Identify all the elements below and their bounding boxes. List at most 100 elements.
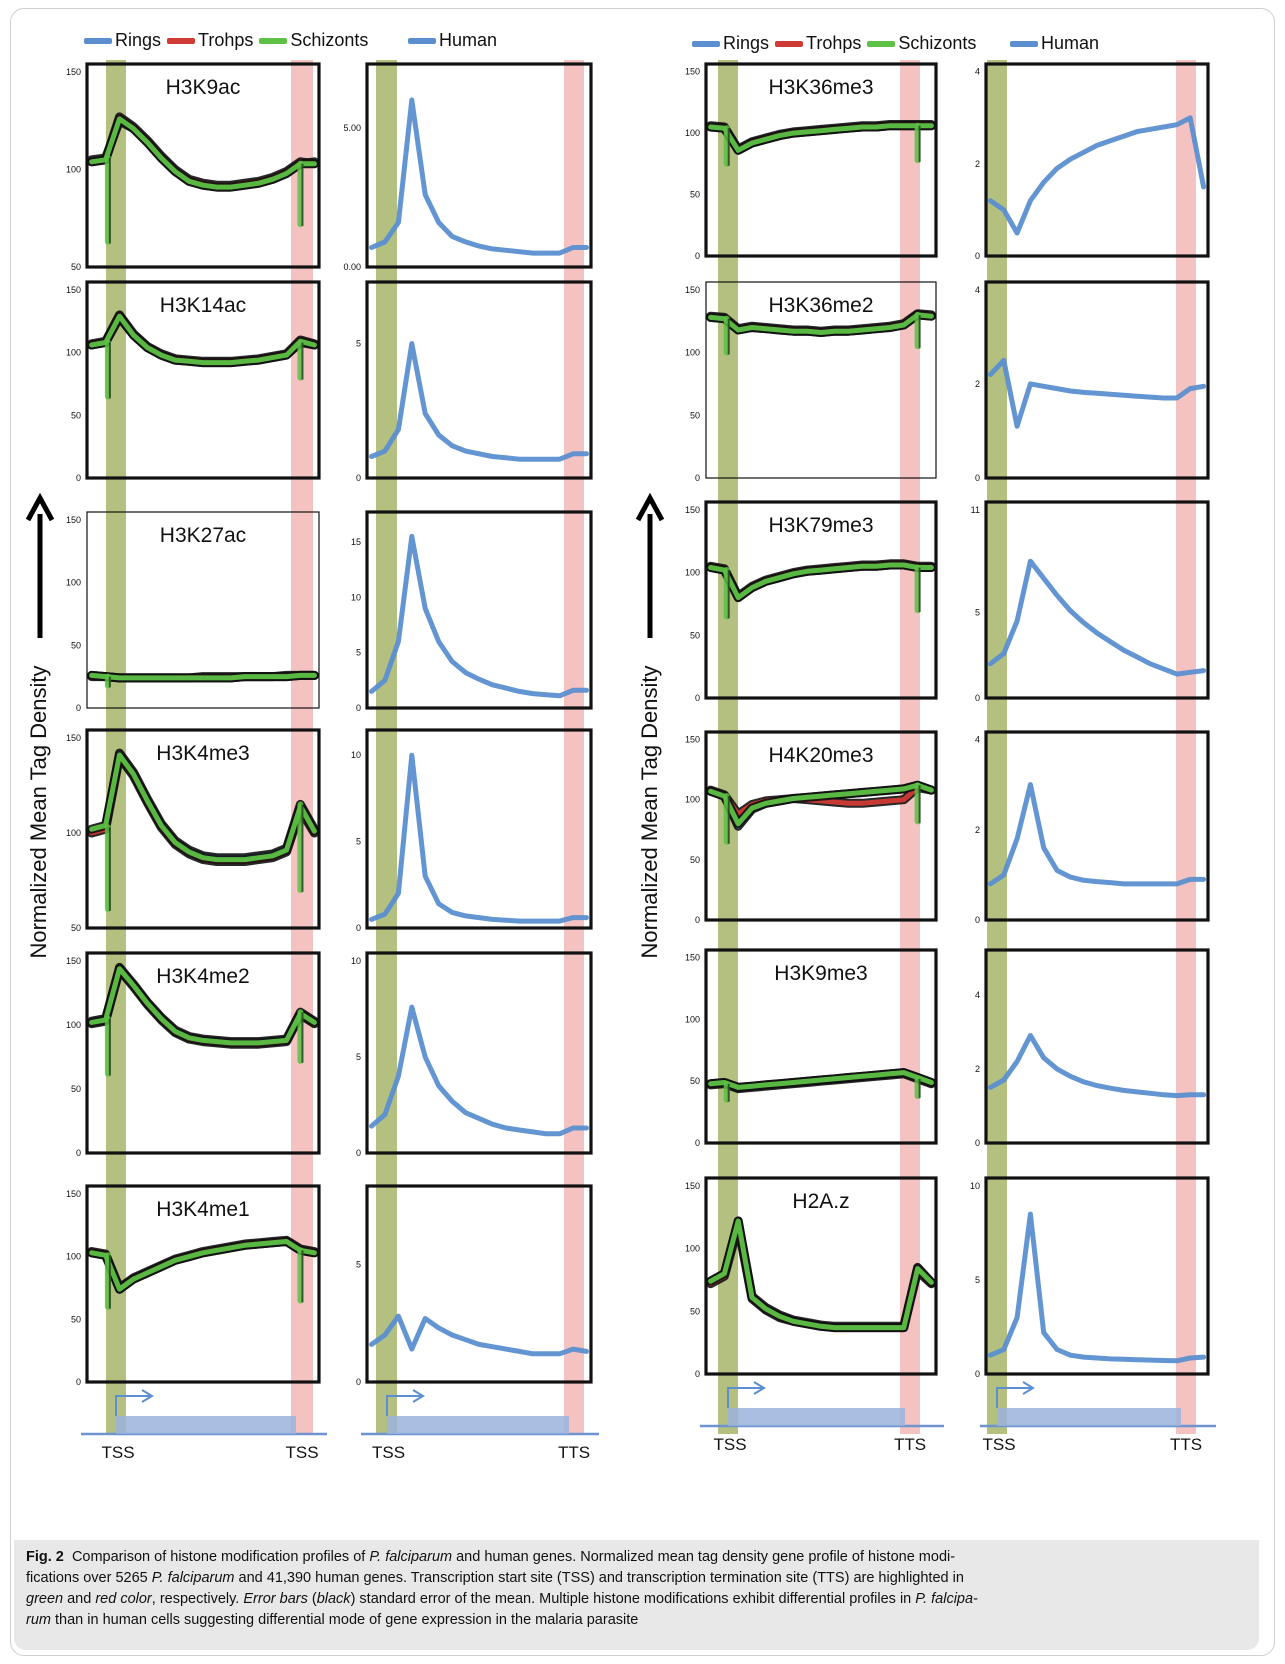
caption-label: Fig. 2 [26,1549,64,1565]
panel-frame [704,500,938,700]
y-tick-label: 0 [356,1148,361,1158]
y-tick-label: 0.00 [343,262,361,272]
y-tick-label: 150 [685,285,700,295]
figure-frame [10,8,1275,1656]
y-tick-label: 100 [685,128,700,138]
rings-swatch [692,40,720,47]
y-axis-arrowhead [635,492,665,522]
chart-panel: 0 5 10 [351,728,593,933]
series-line [987,1033,1207,1099]
chart-panel: 0 50 100 150 H3K27ac [66,511,320,713]
panel-title: H3K9me3 [774,962,867,985]
y-tick-label: 10 [351,956,361,966]
caption-text: and 41,390 human genes. Transcription st… [234,1570,964,1586]
legend-left-human: Human [408,30,503,51]
y-tick-label: 0 [695,473,700,483]
y-tick-label: 0 [76,703,81,713]
tss-highlight-band [106,60,126,1434]
panel-title: H3K14ac [160,294,246,317]
tts-highlight-band [1176,60,1196,1434]
chart-panel: 0 50 100 150 H3K79me3 [685,500,938,703]
y-tick-label: 100 [66,1252,81,1262]
y-tick-label: 2 [975,379,980,389]
tss-label: TSS [713,1435,746,1454]
tts-label: TTS [894,1435,926,1454]
human-swatch [1010,40,1038,47]
y-tick-label: 5 [975,607,980,617]
panel-title: H4K20me3 [768,744,873,767]
transcription-arrowhead [753,1381,766,1395]
y-tick-label: 0 [695,251,700,261]
y-axis-title: Normalized Mean Tag Density [637,665,662,958]
panel-frame [365,951,593,1155]
legend-rings: Rings [115,30,162,50]
chart-panel: 0 50 100 150 H3K36me3 [685,62,938,261]
y-tick-label: 0 [975,915,980,925]
chart-panel: 50 100 150 H3K4me3 [66,728,321,933]
tss-label: TSS [372,1443,405,1462]
schizonts-swatch [867,40,896,47]
panel-frame [85,951,321,1155]
panel-frame [705,281,937,479]
chart-panel: 0 2 4 [975,62,1210,261]
y-tick-label: 150 [685,953,700,963]
y-tick-label: 50 [71,923,81,933]
series-line [89,313,317,366]
chart-panel: 05 [356,280,593,483]
y-tick-label: 100 [66,1020,81,1030]
series-line [708,782,934,827]
y-tick-label: 50 [690,855,700,865]
gene-body [728,1408,905,1426]
transcription-arrow [115,1395,150,1416]
legend-right: Rings Trohps Schizonts [692,33,982,54]
y-tick-label: 50 [71,1084,81,1094]
caption-species: P. falcipa- [915,1591,978,1607]
tts-label: TTS [1170,1435,1202,1454]
caption-text: than in human cells suggesting different… [50,1612,639,1628]
panel-frame [984,500,1210,700]
legend-trophs: Trohps [806,33,862,53]
caption-text: ( [307,1591,317,1607]
schizonts-swatch [259,37,288,44]
y-tick-label: 0 [695,1369,700,1379]
tts-highlight-band [564,60,584,1434]
tts-label: TSS [285,1443,318,1462]
series-line [987,1211,1207,1364]
panel-title: H3K4me2 [156,965,249,988]
series-line [89,966,317,1046]
y-tick-label: 5 [356,1259,361,1269]
y-tick-label: 5 [356,837,361,847]
y-tick-label: 5 [356,1052,361,1062]
tss-label: TSS [982,1435,1015,1454]
legend-schizonts: Schizonts [898,33,977,53]
panel-frame [85,1184,321,1384]
panel-frame [984,948,1210,1145]
caption-species: rum [26,1612,51,1628]
tts-label: TTS [558,1443,590,1462]
transcription-arrowhead [1022,1381,1035,1395]
trophs-swatch [167,37,196,44]
y-axis-title: Normalized Mean Tag Density [26,665,51,958]
y-tick-label: 2 [975,1064,980,1074]
chart-panel: 0 5 10 [970,1176,1210,1379]
tts-highlight-band [900,60,920,1434]
y-tick-label: 50 [690,190,700,200]
panel-frame [984,62,1210,258]
y-axis-arrowhead [25,492,55,522]
panel-frame [85,280,321,480]
caption-text: ) standard error of the mean. Multiple h… [350,1591,916,1607]
y-tick-label: 5 [356,339,361,349]
y-tick-label: 0 [356,923,361,933]
trophs-swatch [775,40,804,47]
series-line [89,1239,317,1292]
y-tick-label: 5.00 [343,123,361,133]
series-line [987,558,1207,677]
chart-panel: 0 5 10 15 [351,510,593,713]
y-tick-label: 100 [685,348,700,358]
y-tick-label: 150 [685,67,700,77]
tts-highlight-band [291,60,313,1434]
y-tick-label: 2 [975,825,980,835]
panel-frame [704,948,938,1145]
chart-panel: 50 100 150 H3K9ac [66,62,321,272]
panel-frame [704,62,938,258]
